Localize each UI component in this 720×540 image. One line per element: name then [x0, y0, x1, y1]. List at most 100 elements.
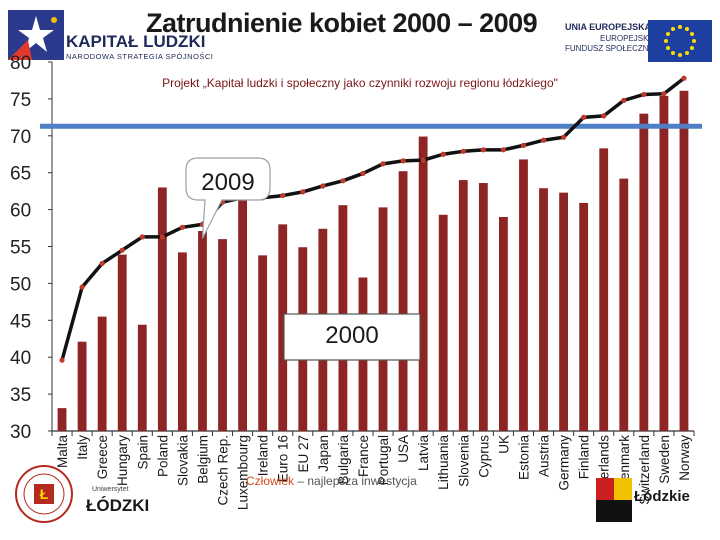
x-tick-label: Bulgaria — [336, 435, 351, 485]
x-tick-label: Finland — [577, 435, 592, 479]
university-label-small: Uniwersytet — [92, 486, 129, 493]
bar — [659, 95, 669, 431]
slogan: Człowiek – najlepsza inwestycja — [246, 474, 417, 488]
line-point — [340, 178, 346, 184]
line-point — [139, 234, 145, 240]
x-tick-label: Japan — [316, 435, 331, 472]
x-tick-label: Malta — [55, 435, 70, 469]
y-tick-label: 50 — [10, 274, 31, 295]
bar — [458, 180, 468, 431]
y-tick-label: 30 — [10, 422, 31, 443]
bar — [57, 408, 67, 431]
bar — [137, 324, 147, 431]
series-line — [60, 76, 686, 361]
page-title: Zatrudnienie kobiet 2000 – 2009 — [146, 8, 538, 38]
y-tick-label: 40 — [10, 348, 31, 369]
bar — [559, 192, 569, 431]
bar — [177, 252, 187, 431]
bar — [278, 224, 288, 431]
line-point — [59, 357, 65, 363]
x-tick-label: Sweden — [657, 435, 672, 484]
bar — [539, 188, 548, 431]
y-tick-label: 55 — [10, 238, 31, 259]
bar — [498, 216, 508, 431]
callout-2000-box — [283, 313, 421, 361]
line-point — [681, 75, 687, 81]
bar — [77, 341, 87, 431]
bar — [198, 231, 207, 431]
line-point — [621, 97, 627, 103]
x-tick-label: Greece — [95, 435, 110, 479]
line-point — [641, 91, 647, 98]
bar — [579, 202, 589, 431]
line-point — [320, 183, 326, 189]
x-tick-label: Norway — [677, 435, 692, 481]
y-tick-label: 45 — [10, 311, 31, 332]
eu-logo-line2: EUROPEJSKI — [600, 34, 651, 43]
university-seal-icon: Ł — [15, 465, 73, 523]
x-tick-label: Portugal — [376, 435, 391, 485]
bar — [679, 90, 689, 432]
kapital-ludzki-star-icon — [8, 10, 64, 60]
x-tick-label: EU 27 — [296, 435, 311, 473]
x-tick-label: Lithuania — [436, 435, 451, 490]
line-point — [500, 147, 507, 153]
x-tick-label: Denmark — [617, 435, 632, 490]
line-point — [480, 147, 486, 153]
line-point — [540, 137, 547, 143]
y-tick-label: 75 — [10, 90, 31, 111]
svg-text:Ł: Ł — [40, 486, 49, 502]
bar — [157, 187, 167, 431]
x-tick-label: Euro 16 — [276, 435, 291, 482]
line-point — [159, 234, 165, 240]
bar — [639, 113, 649, 431]
line-point — [179, 224, 186, 230]
x-tick-label: Luxembourg — [236, 435, 251, 510]
line-point — [420, 157, 426, 163]
chart-subtitle: Projekt „Kapitał ludzki i społeczny jako… — [162, 76, 558, 90]
x-tick-label: Belgium — [195, 435, 210, 484]
x-tick-label: Poland — [155, 435, 170, 477]
line-point — [79, 284, 85, 290]
x-tick-label: Slovenia — [456, 435, 471, 487]
x-tick-label: Latvia — [416, 435, 431, 472]
bar — [117, 254, 127, 431]
callout-2009-box — [185, 157, 271, 239]
y-tick-label: 60 — [10, 201, 31, 222]
x-tick-label: Hungary — [115, 435, 130, 486]
bar — [97, 316, 107, 431]
line-point — [119, 247, 125, 253]
bar — [599, 148, 609, 431]
line-point — [300, 189, 306, 195]
lodzkie-region-icon — [596, 478, 632, 522]
bar — [619, 178, 629, 431]
x-tick-label: Czech Rep. — [216, 435, 231, 506]
bar — [238, 196, 248, 431]
bar — [418, 136, 428, 431]
callout-2000-label: 2000 — [325, 322, 378, 349]
x-tick-label: France — [356, 435, 371, 477]
line-point — [460, 148, 466, 154]
y-tick-label: 65 — [10, 164, 31, 185]
bar — [438, 214, 448, 431]
y-tick-label: 80 — [10, 53, 31, 74]
x-tick-label: USA — [396, 435, 411, 463]
y-tick-label: 35 — [10, 385, 31, 406]
slogan-accent: Człowiek — [246, 474, 295, 488]
region-label: Łódzkie — [634, 488, 690, 505]
line-point — [661, 91, 667, 97]
kapital-ludzki-brand: KAPITAŁ LUDZKI — [66, 32, 206, 51]
line-point — [99, 260, 105, 267]
x-tick-label: Cyprus — [476, 435, 491, 478]
x-tick-label: Ireland — [256, 435, 271, 476]
kapital-ludzki-tagline: NARODOWA STRATEGIA SPÓJNOŚCI — [66, 52, 214, 61]
eu-logo-line3: FUNDUSZ SPOŁECZNY — [565, 44, 654, 53]
line-point — [520, 142, 527, 148]
line-point — [440, 151, 446, 157]
bar — [398, 171, 408, 431]
callout-2009-label: 2009 — [201, 169, 254, 196]
line-point — [581, 114, 587, 120]
bar — [519, 159, 528, 431]
x-tick-label: UK — [496, 435, 511, 454]
